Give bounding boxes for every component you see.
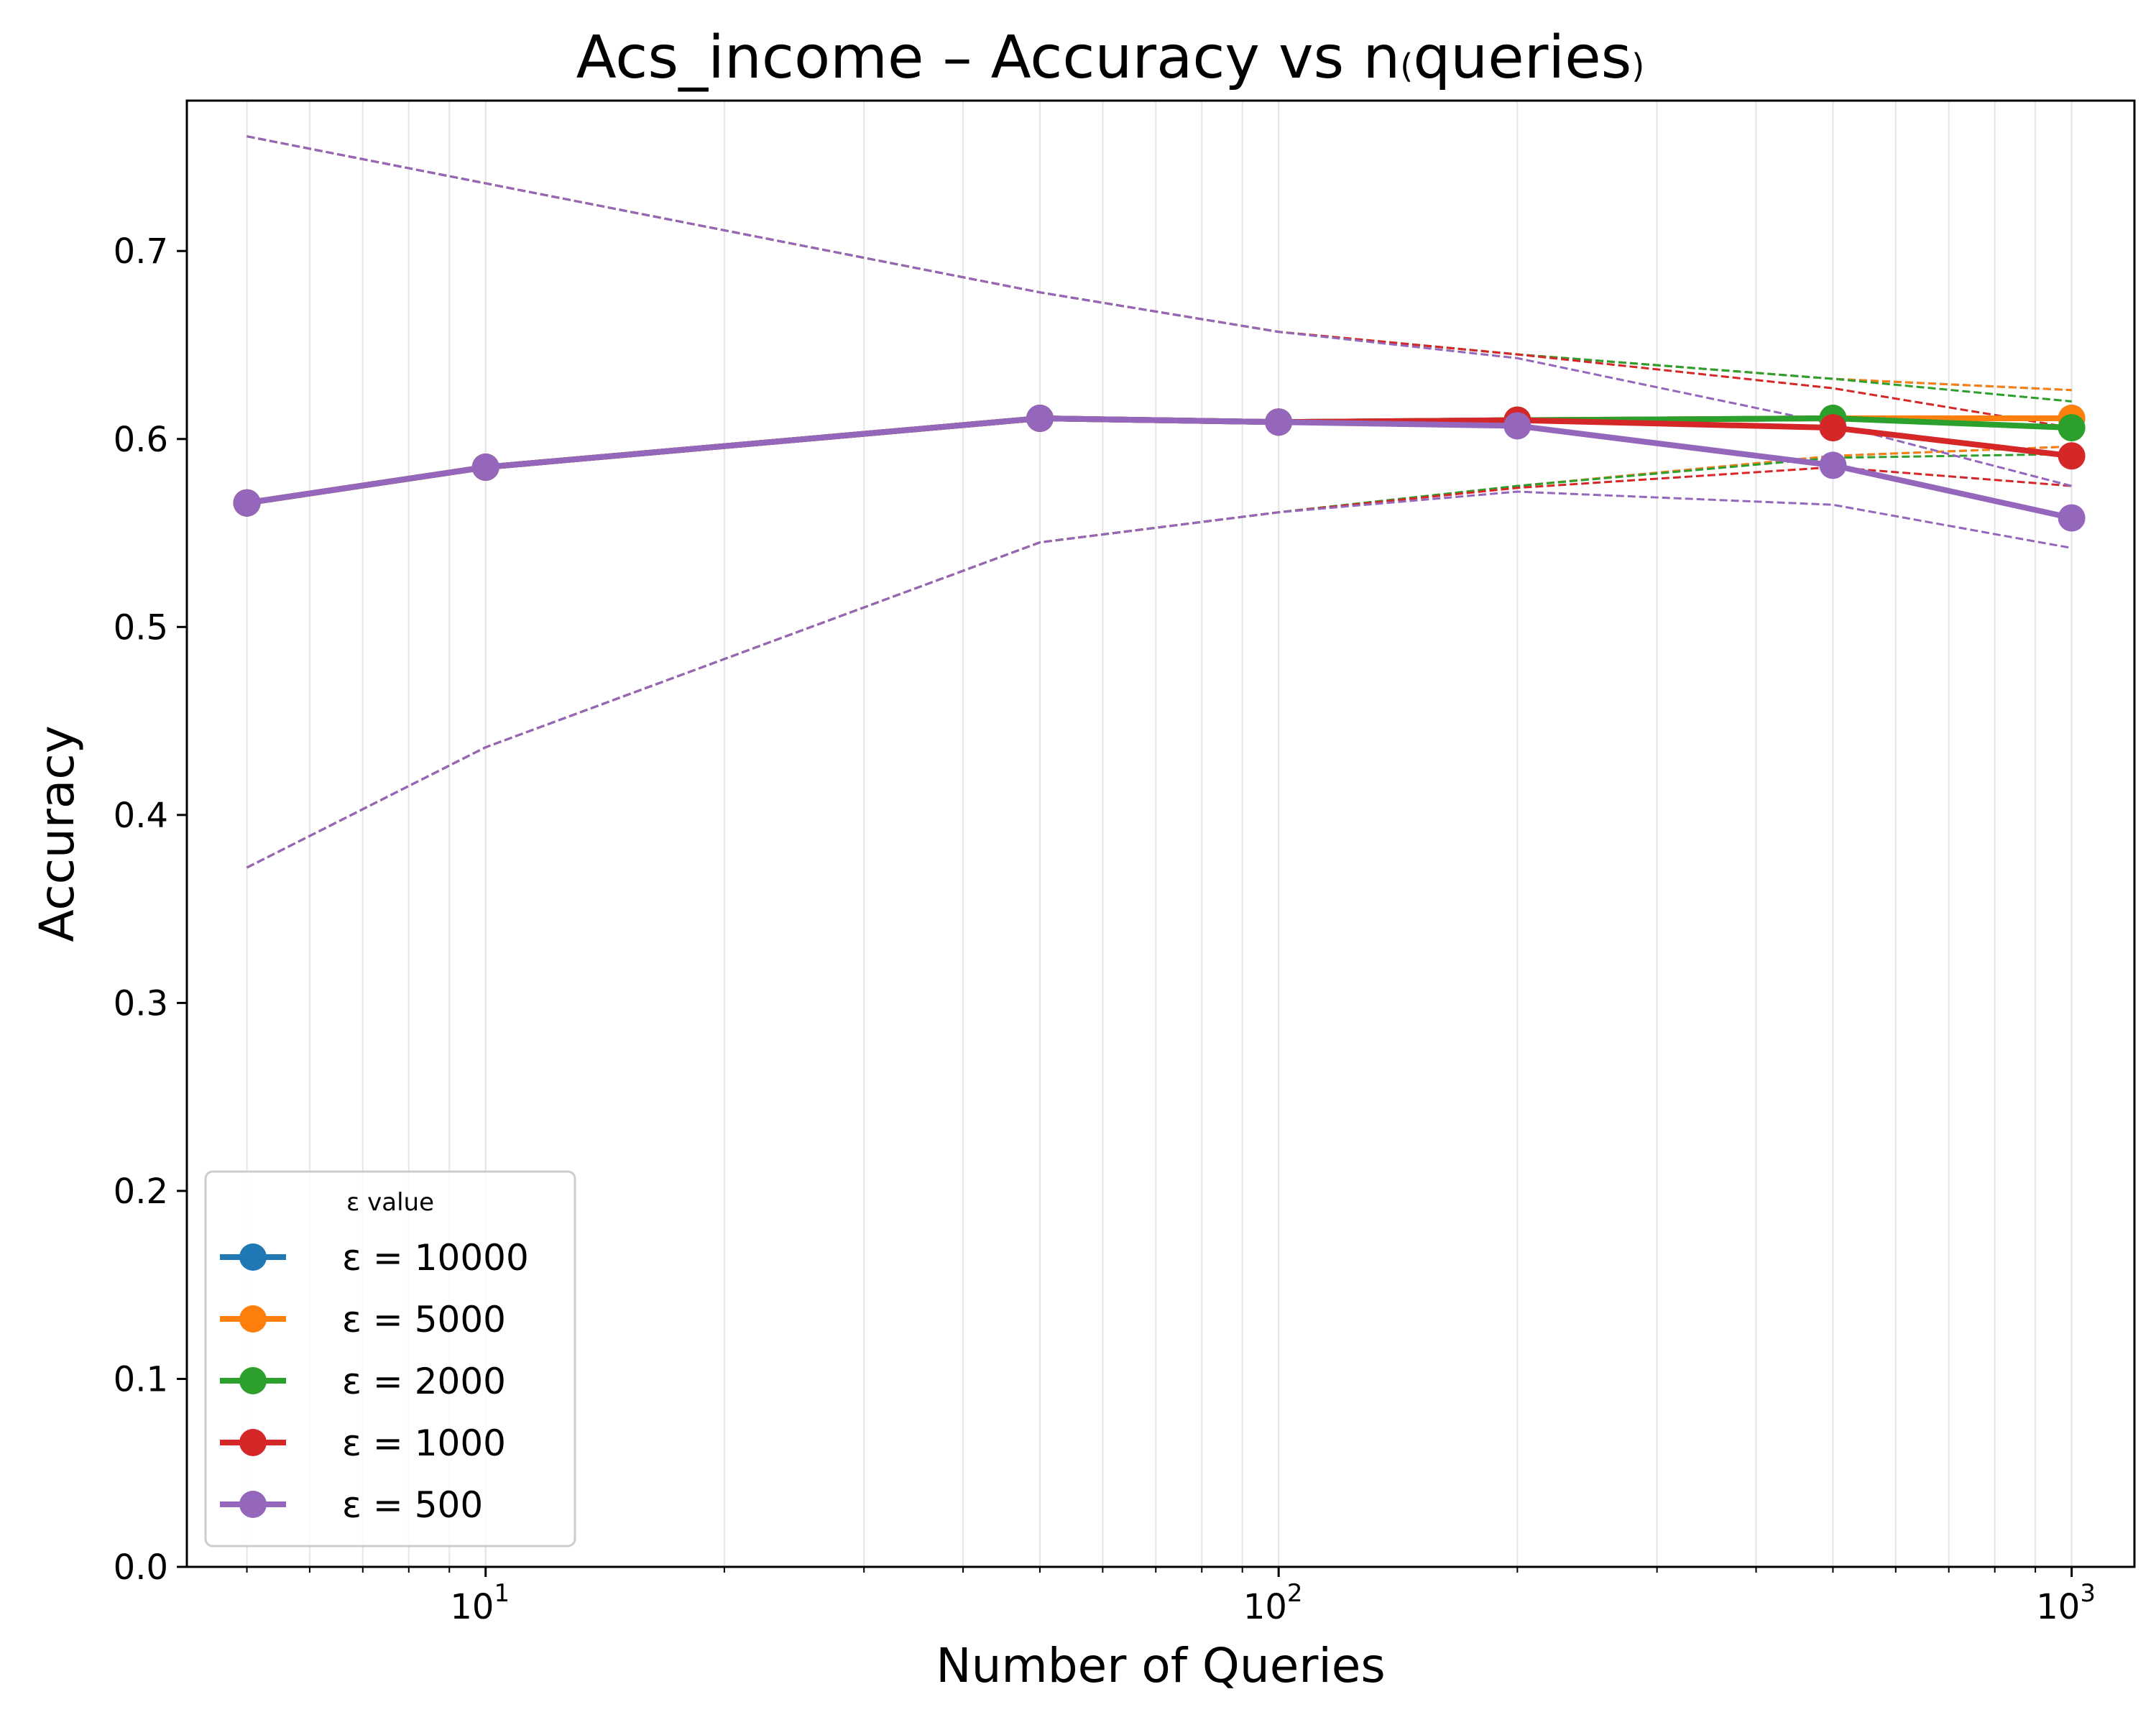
legend-swatch-marker bbox=[239, 1429, 267, 1456]
series-lines bbox=[233, 405, 2086, 532]
y-tick-label: 0.6 bbox=[114, 420, 168, 460]
legend-label: ε = 10000 bbox=[342, 1237, 529, 1279]
y-tick-label: 0.3 bbox=[114, 983, 168, 1024]
x-tick-label: 103 bbox=[2036, 1579, 2096, 1627]
chart-title-inner: queries bbox=[1413, 24, 1631, 92]
legend-swatch-marker bbox=[239, 1367, 267, 1394]
plot-area-frame bbox=[185, 99, 2136, 1568]
chart-title-paren-open: ( bbox=[1400, 47, 1413, 86]
x-axis: 101 102 103 bbox=[246, 1567, 2096, 1627]
data-point bbox=[1819, 414, 1847, 442]
data-point bbox=[233, 489, 261, 517]
chart-title-paren-close: ) bbox=[1631, 47, 1644, 86]
data-point bbox=[2058, 414, 2086, 442]
y-axis-label: Accuracy bbox=[29, 725, 85, 942]
data-point bbox=[1819, 451, 1847, 479]
grid-lines bbox=[246, 101, 2073, 1567]
legend-label: ε = 5000 bbox=[342, 1299, 506, 1340]
x-tick-label: 102 bbox=[1243, 1579, 1303, 1627]
legend-swatch-marker bbox=[239, 1243, 267, 1271]
legend-title: ε value bbox=[346, 1188, 434, 1217]
series-lower-bound bbox=[246, 490, 2072, 869]
y-tick-label: 0.5 bbox=[114, 607, 168, 648]
data-point bbox=[1026, 405, 1054, 432]
x-axis-label: Number of Queries bbox=[936, 1638, 1386, 1693]
y-tick-label: 0.0 bbox=[114, 1547, 168, 1588]
legend-swatch-marker bbox=[239, 1491, 267, 1518]
data-point bbox=[1265, 408, 1293, 436]
y-tick-label: 0.7 bbox=[114, 231, 168, 272]
legend-entries: ε = 10000 ε = 5000 ε = 2000 ε = 1000 ε = 500 bbox=[220, 1237, 529, 1526]
y-tick-label: 0.2 bbox=[114, 1172, 168, 1212]
y-tick-label: 0.4 bbox=[114, 796, 168, 836]
data-point bbox=[2058, 504, 2086, 532]
data-point bbox=[1503, 412, 1531, 440]
chart-title-main: Acs_income – Accuracy vs n bbox=[576, 24, 1401, 92]
data-point bbox=[471, 454, 499, 481]
chart-title: Acs_income – Accuracy vs n(queries) bbox=[576, 24, 1645, 92]
legend-swatch-marker bbox=[239, 1305, 267, 1333]
x-tick-label: 101 bbox=[450, 1579, 510, 1627]
data-point bbox=[2058, 442, 2086, 470]
legend-label: ε = 2000 bbox=[342, 1361, 506, 1402]
legend-label: ε = 1000 bbox=[342, 1422, 506, 1464]
legend-label: ε = 500 bbox=[342, 1484, 483, 1526]
legend-box bbox=[204, 1170, 576, 1547]
y-axis: 0.0 0.1 0.2 0.3 0.4 0.5 0.6 0.7 bbox=[114, 231, 187, 1588]
y-tick-label: 0.1 bbox=[114, 1359, 168, 1399]
